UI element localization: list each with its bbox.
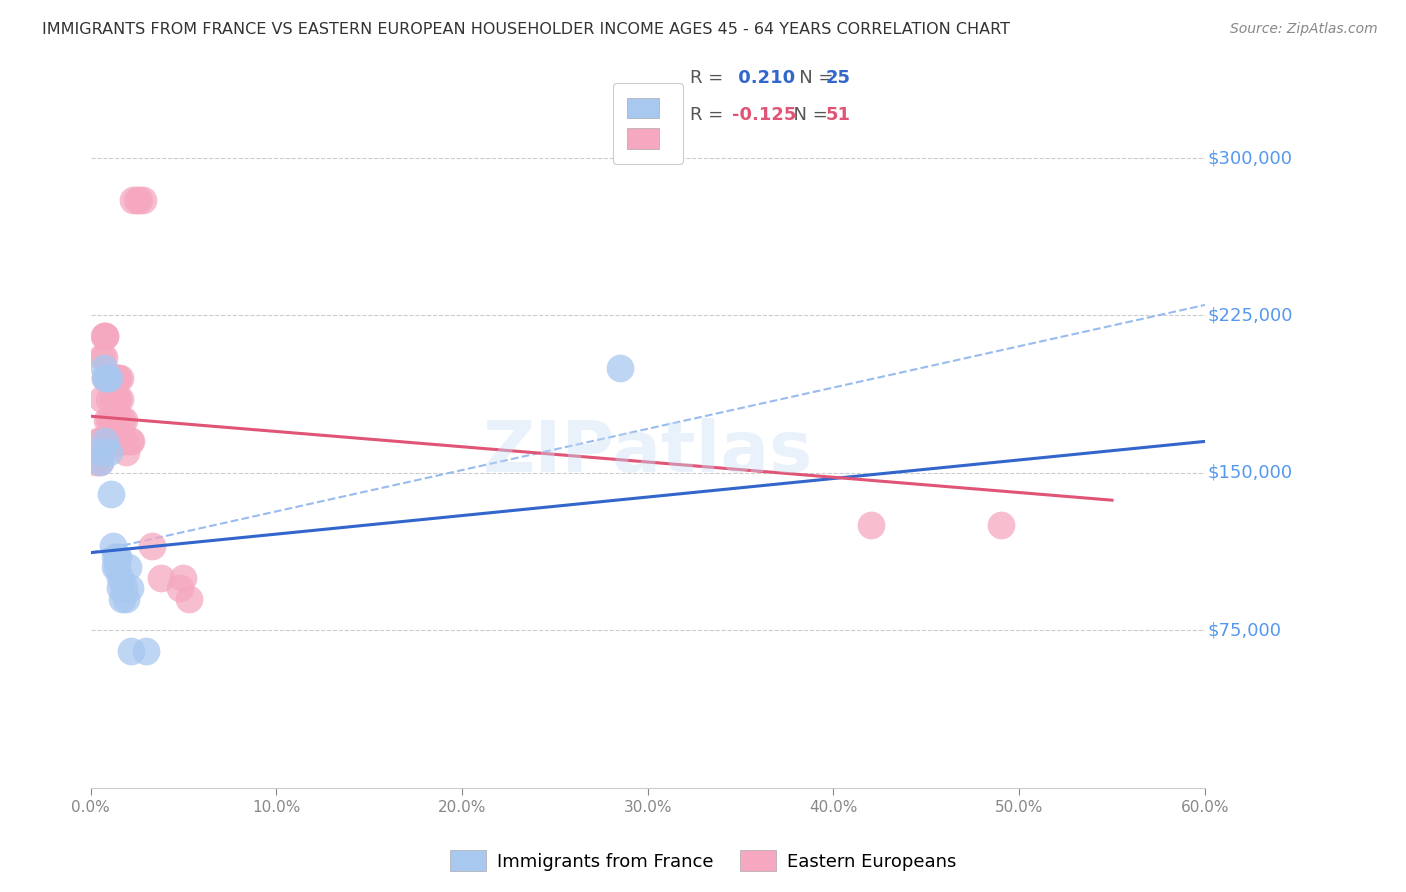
Point: [118, 434, 141, 449]
Point: [110, 371, 132, 385]
Text: N =: N =: [782, 69, 839, 87]
Text: N =: N =: [782, 106, 834, 124]
Point: [96, 413, 118, 427]
Point: [121, 434, 143, 449]
Point: [105, 549, 128, 564]
Point: [131, 193, 153, 207]
Point: [107, 371, 129, 385]
Point: [107, 549, 129, 564]
Point: [111, 413, 134, 427]
Point: [117, 560, 139, 574]
Legend: Immigrants from France, Eastern Europeans: Immigrants from France, Eastern European…: [443, 843, 963, 879]
Point: [105, 371, 128, 385]
Point: [115, 591, 138, 606]
Point: [98, 413, 121, 427]
Text: R =: R =: [690, 69, 728, 87]
Point: [89, 455, 111, 469]
Point: [93, 360, 115, 375]
Point: [100, 413, 122, 427]
Text: $150,000: $150,000: [1208, 464, 1292, 482]
Point: [121, 644, 143, 658]
Point: [98, 371, 121, 385]
Point: [101, 413, 124, 427]
Point: [98, 445, 121, 459]
Point: [105, 392, 128, 407]
Point: [94, 371, 117, 385]
Point: [150, 571, 173, 585]
Point: [107, 392, 129, 407]
Point: [107, 434, 129, 449]
Point: [122, 193, 145, 207]
Point: [104, 371, 127, 385]
Point: [111, 591, 134, 606]
Point: [93, 351, 115, 365]
Point: [104, 549, 127, 564]
Point: [100, 487, 122, 501]
Point: [125, 193, 148, 207]
Text: R =: R =: [690, 106, 728, 124]
Point: [90, 351, 112, 365]
Point: [89, 455, 111, 469]
Point: [98, 371, 121, 385]
Text: ZIPatlas: ZIPatlas: [482, 417, 813, 487]
Point: [94, 329, 117, 343]
Point: [94, 329, 117, 343]
Point: [94, 371, 117, 385]
Point: [111, 434, 134, 449]
Point: [101, 392, 124, 407]
Point: [609, 360, 631, 375]
Text: IMMIGRANTS FROM FRANCE VS EASTERN EUROPEAN HOUSEHOLDER INCOME AGES 45 - 64 YEARS: IMMIGRANTS FROM FRANCE VS EASTERN EUROPE…: [42, 22, 1010, 37]
Point: [89, 434, 111, 449]
Point: [96, 371, 118, 385]
Point: [96, 371, 118, 385]
Legend: , : ,: [613, 83, 683, 163]
Text: $225,000: $225,000: [1208, 307, 1292, 325]
Point: [112, 434, 135, 449]
Point: [112, 413, 135, 427]
Text: 51: 51: [825, 106, 851, 124]
Point: [169, 582, 191, 596]
Point: [90, 392, 112, 407]
Point: [96, 371, 118, 385]
Point: [135, 644, 157, 658]
Point: [90, 445, 112, 459]
Point: [87, 434, 110, 449]
Text: $300,000: $300,000: [1208, 149, 1292, 167]
Point: [104, 371, 127, 385]
Point: [110, 571, 132, 585]
Text: -0.125: -0.125: [733, 106, 796, 124]
Point: [93, 329, 115, 343]
Point: [110, 434, 132, 449]
Point: [128, 193, 150, 207]
Text: 25: 25: [825, 69, 851, 87]
Point: [110, 392, 132, 407]
Point: [104, 403, 127, 417]
Point: [177, 591, 200, 606]
Point: [84, 455, 107, 469]
Point: [98, 392, 121, 407]
Point: [104, 560, 127, 574]
Text: Source: ZipAtlas.com: Source: ZipAtlas.com: [1230, 22, 1378, 37]
Point: [990, 518, 1012, 533]
Point: [112, 582, 135, 596]
Point: [859, 518, 882, 533]
Point: [141, 540, 163, 554]
Point: [101, 540, 124, 554]
Point: [115, 445, 138, 459]
Text: 0.210: 0.210: [733, 69, 796, 87]
Point: [100, 434, 122, 449]
Point: [105, 560, 128, 574]
Point: [172, 571, 194, 585]
Point: [118, 582, 141, 596]
Point: [110, 582, 132, 596]
Point: [94, 434, 117, 449]
Point: [107, 413, 129, 427]
Text: $75,000: $75,000: [1208, 622, 1281, 640]
